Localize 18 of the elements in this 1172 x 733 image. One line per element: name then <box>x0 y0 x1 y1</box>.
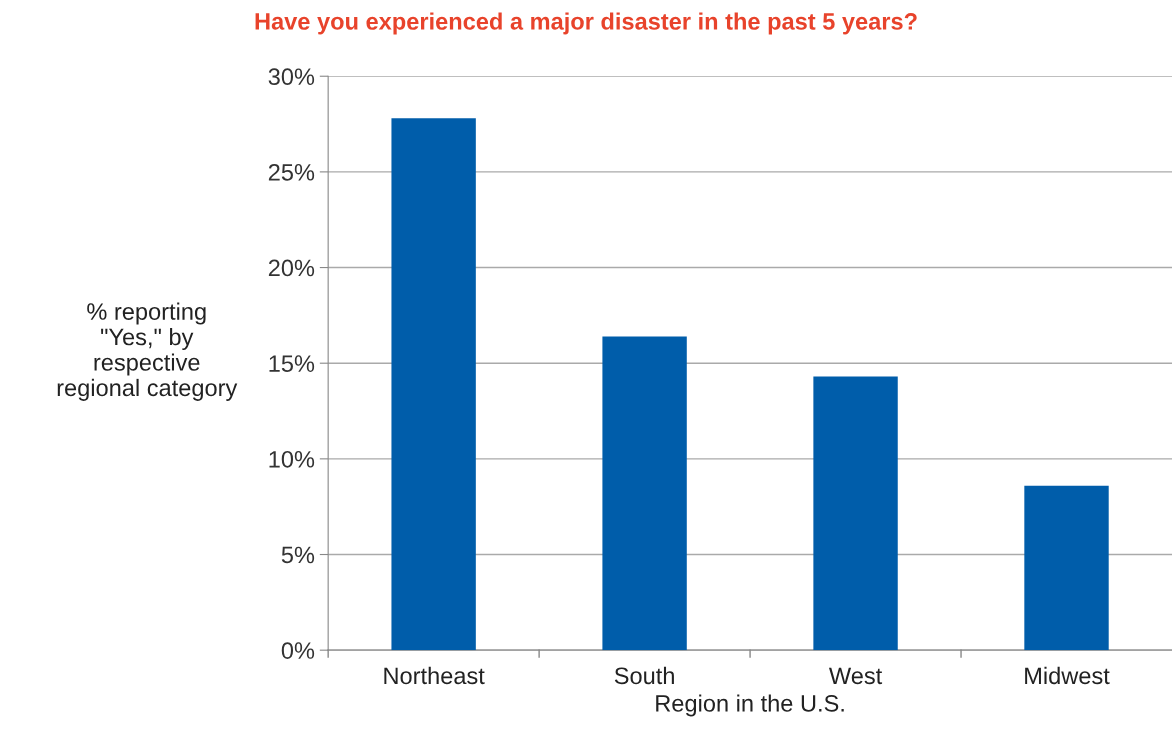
bar <box>602 336 687 651</box>
x-axis-title: Region in the U.S. <box>656 694 844 717</box>
y-tick-label: 0% <box>281 642 315 659</box>
y-tick-label: 25% <box>268 163 315 181</box>
y-tick-label: 15% <box>269 355 315 372</box>
y-axis-title: % reporting "Yes," by respective regional category <box>57 302 238 401</box>
x-tick-label: South <box>614 666 674 685</box>
y-tick-label: 30% <box>268 68 315 86</box>
x-tick-label: West <box>828 667 883 685</box>
y-tick-label: 20% <box>268 259 315 277</box>
x-tick-label: Midwest <box>1025 666 1110 685</box>
bar <box>1024 485 1109 651</box>
bar <box>813 376 898 651</box>
x-tick-label: Northeast <box>384 666 485 685</box>
bar <box>391 118 476 651</box>
y-tick-label: 10% <box>269 450 315 468</box>
chart-title: Have you experienced a major disaster in the past 5 years? <box>255 12 917 35</box>
y-tick-label: 5% <box>281 546 315 564</box>
